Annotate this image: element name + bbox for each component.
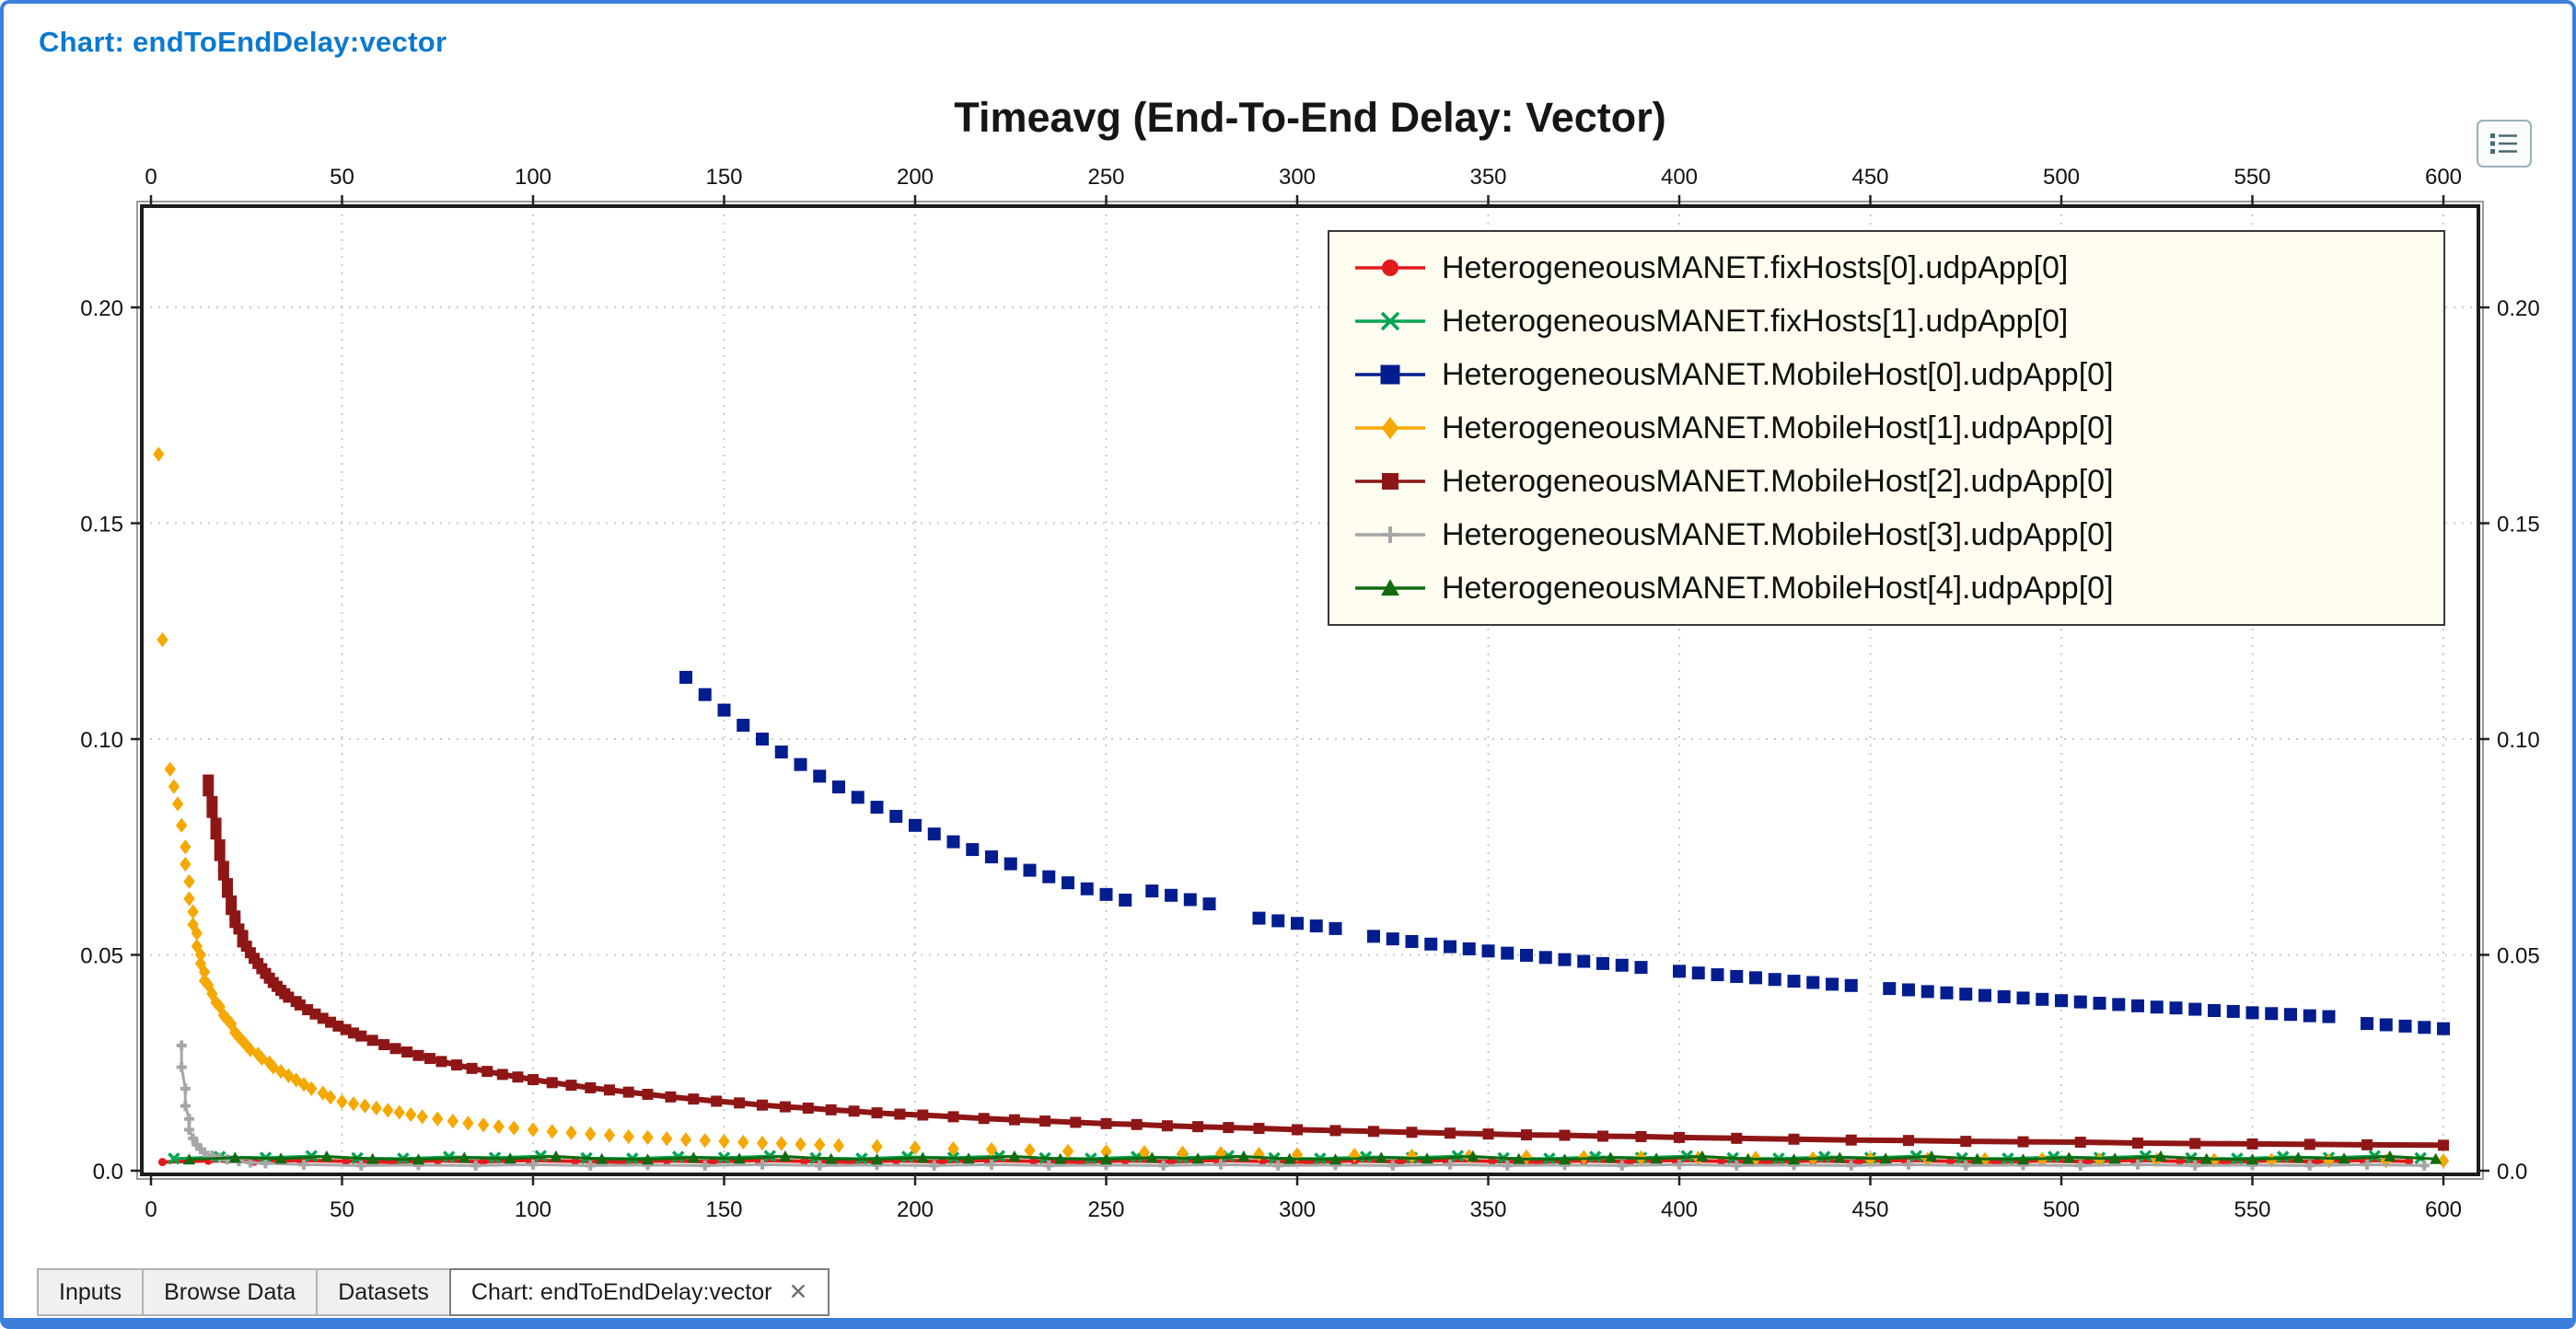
svg-text:400: 400 xyxy=(1661,1197,1698,1222)
tab-label: Chart: endToEndDelay:vector xyxy=(470,1278,772,1305)
svg-text:0.20: 0.20 xyxy=(2497,296,2540,321)
svg-text:150: 150 xyxy=(705,1197,742,1222)
page-title: Chart: endToEndDelay:vector xyxy=(39,26,447,58)
tab-label: Inputs xyxy=(59,1278,122,1305)
svg-text:100: 100 xyxy=(515,1197,551,1222)
svg-text:350: 350 xyxy=(1469,1197,1506,1222)
svg-text:0.10: 0.10 xyxy=(2497,728,2540,753)
tab-inputs[interactable]: Inputs xyxy=(37,1268,145,1316)
svg-text:300: 300 xyxy=(1279,165,1316,190)
svg-text:600: 600 xyxy=(2425,165,2462,190)
svg-text:450: 450 xyxy=(1851,165,1888,190)
svg-text:200: 200 xyxy=(897,1197,934,1222)
legend-item: HeterogeneousMANET.MobileHost[0].udpApp[… xyxy=(1337,348,2436,401)
svg-text:0.0: 0.0 xyxy=(2497,1160,2527,1185)
tab-datasets[interactable]: Datasets xyxy=(316,1268,451,1316)
svg-text:300: 300 xyxy=(1279,1197,1316,1222)
svg-text:500: 500 xyxy=(2043,1197,2080,1222)
tab-chart-endtoenddelay[interactable]: Chart: endToEndDelay:vector ✕ xyxy=(448,1268,830,1316)
svg-text:0.15: 0.15 xyxy=(80,513,123,537)
legend-label: HeterogeneousMANET.MobileHost[3].udpApp[… xyxy=(1442,516,2114,552)
legend-item: HeterogeneousMANET.MobileHost[4].udpApp[… xyxy=(1337,561,2436,615)
legend-label: HeterogeneousMANET.MobileHost[4].udpApp[… xyxy=(1442,570,2114,606)
chart-title: Timeavg (End-To-End Delay: Vector) xyxy=(954,94,1666,141)
svg-text:0: 0 xyxy=(145,165,157,190)
svg-text:50: 50 xyxy=(330,1197,354,1222)
chart-plot[interactable]: 0 0 50 50 100 100 150 150 200 200 250 250 300 300 350 3… xyxy=(4,4,2576,1329)
series-marker-icon xyxy=(1355,473,1425,490)
legend-toggle-button[interactable] xyxy=(2477,120,2532,168)
svg-text:250: 250 xyxy=(1087,165,1124,190)
legend-item: HeterogeneousMANET.MobileHost[2].udpApp[… xyxy=(1337,455,2436,508)
svg-text:50: 50 xyxy=(330,165,354,190)
legend-label: HeterogeneousMANET.fixHosts[0].udpApp[0] xyxy=(1442,249,2069,285)
svg-text:250: 250 xyxy=(1087,1197,1124,1222)
series-marker-icon xyxy=(1355,311,1425,331)
tab-browse-data[interactable]: Browse Data xyxy=(142,1268,319,1316)
svg-text:350: 350 xyxy=(1469,165,1506,190)
legend-label: HeterogeneousMANET.fixHosts[1].udpApp[0] xyxy=(1442,303,2069,339)
svg-text:150: 150 xyxy=(705,165,742,190)
svg-text:0: 0 xyxy=(145,1197,157,1222)
list-icon xyxy=(2490,133,2517,154)
series-marker-icon xyxy=(1355,579,1425,596)
svg-text:500: 500 xyxy=(2043,165,2080,190)
series-marker-icon xyxy=(1355,526,1425,543)
svg-text:450: 450 xyxy=(1851,1197,1888,1222)
svg-text:0.20: 0.20 xyxy=(80,296,123,321)
series-marker-icon xyxy=(1355,416,1425,440)
svg-text:600: 600 xyxy=(2425,1197,2462,1222)
svg-text:0.0: 0.0 xyxy=(93,1160,123,1185)
legend-label: HeterogeneousMANET.MobileHost[2].udpApp[… xyxy=(1442,463,2114,499)
tab-label: Datasets xyxy=(338,1278,429,1305)
svg-text:550: 550 xyxy=(2234,165,2270,190)
legend-label: HeterogeneousMANET.MobileHost[1].udpApp[… xyxy=(1442,410,2114,445)
svg-text:200: 200 xyxy=(897,165,934,190)
legend-label: HeterogeneousMANET.MobileHost[0].udpApp[… xyxy=(1442,356,2114,392)
chart-legend: HeterogeneousMANET.fixHosts[0].udpApp[0]… xyxy=(1328,230,2445,626)
svg-text:0.05: 0.05 xyxy=(80,944,123,969)
legend-item: HeterogeneousMANET.MobileHost[1].udpApp[… xyxy=(1337,401,2436,455)
bottom-tab-bar: Inputs Browse Data Datasets Chart: endTo… xyxy=(4,1263,2572,1316)
svg-text:0.15: 0.15 xyxy=(2497,513,2540,537)
tab-label: Browse Data xyxy=(164,1278,296,1305)
series-marker-icon xyxy=(1355,364,1425,385)
close-icon[interactable]: ✕ xyxy=(788,1279,808,1305)
svg-text:100: 100 xyxy=(515,165,551,190)
legend-item: HeterogeneousMANET.MobileHost[3].udpApp[… xyxy=(1337,508,2436,561)
svg-text:550: 550 xyxy=(2234,1197,2270,1222)
svg-text:0.05: 0.05 xyxy=(2497,944,2540,969)
svg-text:400: 400 xyxy=(1661,165,1698,190)
series-marker-icon xyxy=(1355,260,1425,276)
legend-item: HeterogeneousMANET.fixHosts[0].udpApp[0] xyxy=(1337,241,2436,295)
svg-text:0.10: 0.10 xyxy=(80,728,123,753)
legend-item: HeterogeneousMANET.fixHosts[1].udpApp[0] xyxy=(1337,295,2436,348)
